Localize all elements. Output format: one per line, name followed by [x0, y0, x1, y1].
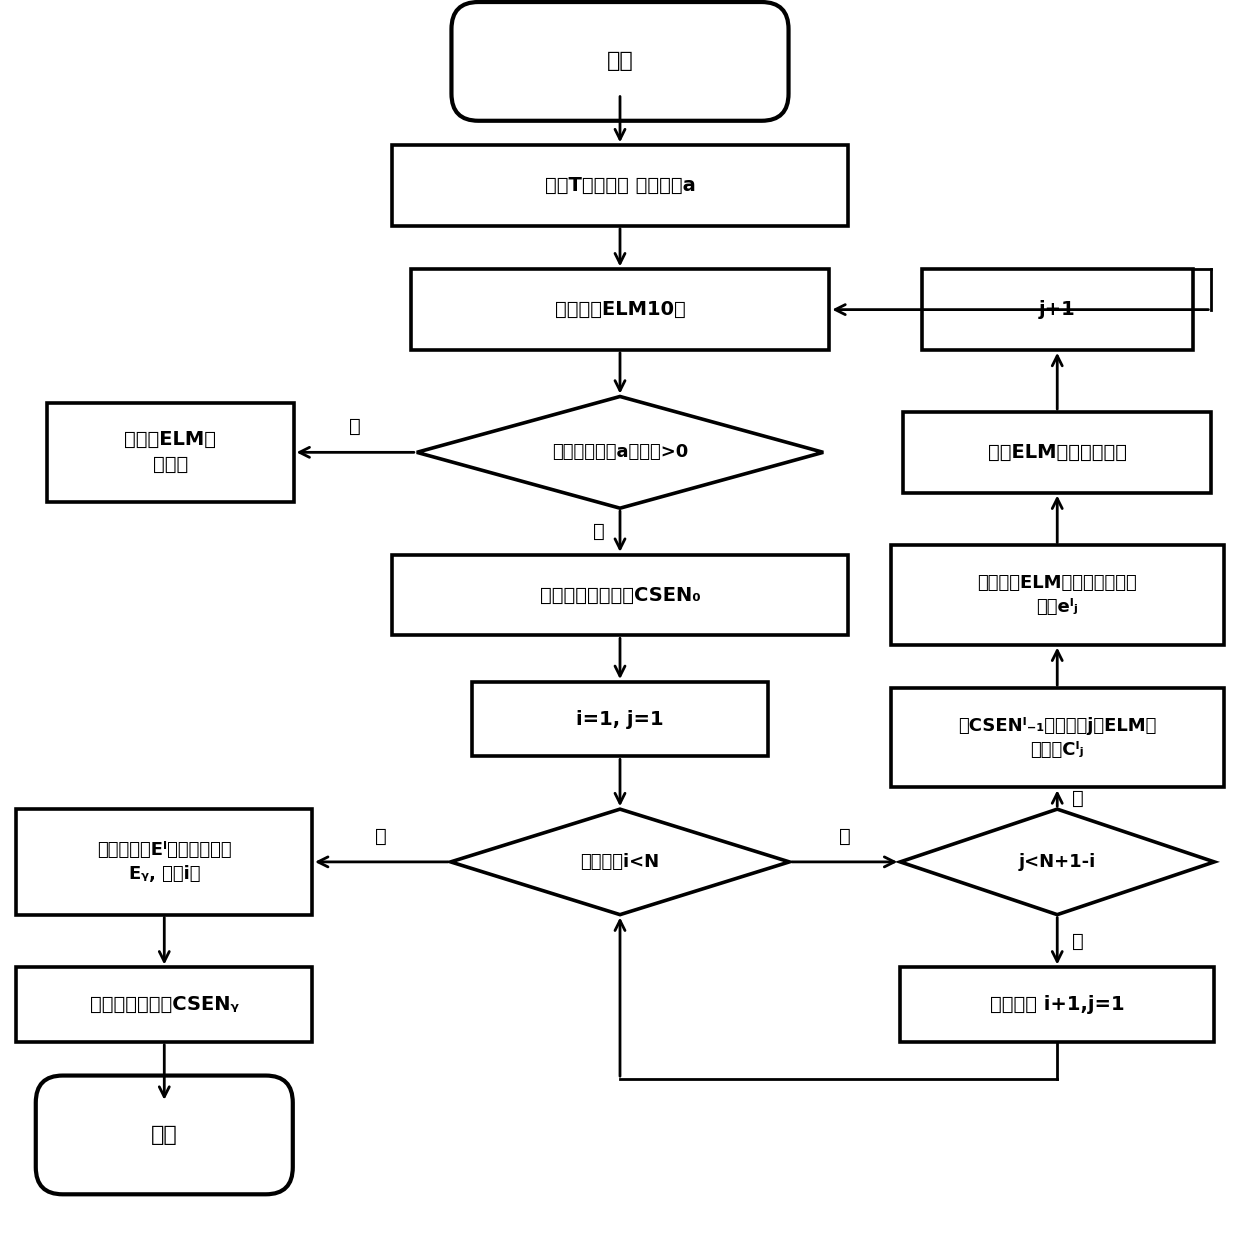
Text: 是: 是 [839, 827, 851, 846]
Text: 组成基分类器集合CSEN₀: 组成基分类器集合CSEN₀ [539, 586, 701, 605]
Text: 删除该ELM基
分类器: 删除该ELM基 分类器 [124, 430, 217, 474]
Text: 分类精度小于a的次数>0: 分类精度小于a的次数>0 [552, 444, 688, 461]
Bar [892, 688, 1224, 787]
Text: i=1, j=1: i=1, j=1 [577, 710, 663, 729]
Text: 循环轮数i<N: 循环轮数i<N [580, 854, 660, 871]
Text: 循环轮数 i+1,j=1: 循环轮数 i+1,j=1 [990, 996, 1125, 1014]
Text: 是: 是 [1073, 789, 1084, 808]
FancyBboxPatch shape [36, 1076, 293, 1194]
Text: j+1: j+1 [1039, 300, 1075, 319]
Polygon shape [450, 810, 790, 915]
Text: 否: 否 [376, 827, 387, 846]
Text: 取误差输出Eᴵ中最小值记为
Eᵧ, 记录i值: 取误差输出Eᴵ中最小值记为 Eᵧ, 记录i值 [97, 841, 232, 882]
Bar [903, 412, 1211, 493]
Bar [892, 546, 1224, 645]
Text: 基分类器输出为CSENᵧ: 基分类器输出为CSENᵧ [89, 996, 239, 1014]
Text: 否: 否 [594, 522, 605, 541]
Bar [47, 402, 294, 502]
Bar [392, 145, 848, 226]
Bar [410, 269, 830, 349]
Text: 输入T个训练集 分类阈值a: 输入T个训练集 分类阈值a [544, 176, 696, 195]
Text: 把该ELM基分类器放回: 把该ELM基分类器放回 [988, 442, 1127, 461]
Text: 循环训练ELM10次: 循环训练ELM10次 [554, 300, 686, 319]
Text: 是: 是 [350, 417, 361, 436]
Text: j<N+1-i: j<N+1-i [1018, 854, 1096, 871]
FancyBboxPatch shape [451, 3, 789, 121]
Text: 集成剩余ELM基分类器，计算
误差eᴵⱼ: 集成剩余ELM基分类器，计算 误差eᴵⱼ [977, 574, 1137, 616]
Bar [16, 968, 312, 1042]
Bar [472, 683, 768, 757]
Bar [16, 810, 312, 915]
Bar [392, 554, 848, 635]
Text: 否: 否 [1073, 931, 1084, 950]
Text: 从CSENᴵ₋₁中删除第j个ELM基
分类器Cᴵⱼ: 从CSENᴵ₋₁中删除第j个ELM基 分类器Cᴵⱼ [959, 716, 1157, 758]
Bar [900, 968, 1214, 1042]
Polygon shape [417, 396, 823, 508]
Polygon shape [900, 810, 1214, 915]
Bar [921, 269, 1193, 349]
Text: 开始: 开始 [606, 52, 634, 72]
Text: 结束: 结束 [151, 1125, 177, 1145]
